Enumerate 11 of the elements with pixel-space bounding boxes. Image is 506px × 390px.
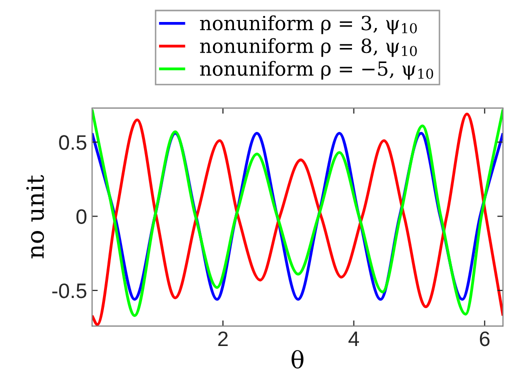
x-tick-label: 6 [480,331,490,346]
legend-label: nonuniform ρ = −5, ψ$_{10}$ [200,60,434,80]
x-tick-label: 2 [218,331,228,346]
x-tick-label: 4 [348,332,359,346]
x-axis-title: θ [292,350,304,369]
y-tick-label: -0.5 [52,283,86,298]
legend-label: nonuniform ρ = 3, ψ$_{10}$ [200,15,417,34]
y-tick-label: 0 [76,209,86,224]
y-axis-title: no unit [26,175,44,258]
legend-label: nonuniform ρ = 8, ψ$_{10}$ [200,38,417,57]
y-tick-label: 0.5 [59,135,86,150]
